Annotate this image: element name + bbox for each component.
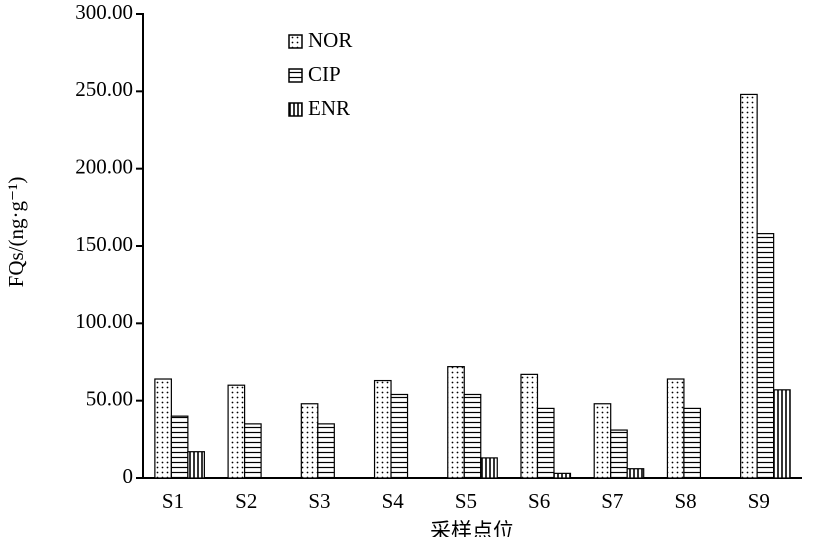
y-axis-label: FQs/(ng·g⁻¹) [4, 177, 28, 288]
bar [626, 468, 645, 479]
bar [373, 379, 392, 479]
bar [243, 423, 262, 479]
legend-swatch [288, 102, 303, 117]
y-tick-label: 100.00 [75, 309, 133, 333]
bar [593, 403, 612, 479]
x-tick-label: S8 [674, 489, 696, 513]
y-tick-label: 300.00 [75, 0, 133, 24]
y-tick-label: 250.00 [75, 77, 133, 101]
bar [536, 407, 555, 479]
y-tick-label: 200.00 [75, 154, 133, 178]
legend-label: NOR [308, 28, 352, 52]
bar [390, 393, 409, 479]
legend-swatch [288, 68, 303, 83]
legend-swatch [288, 34, 303, 49]
x-tick-label: S1 [162, 489, 184, 513]
bar [447, 366, 465, 479]
bar [553, 472, 572, 479]
y-tick-label: 50.00 [86, 386, 133, 410]
x-tick-label: S5 [455, 489, 477, 513]
y-tick-label: 150.00 [75, 232, 133, 256]
bar [740, 93, 758, 479]
bar [520, 373, 539, 479]
x-tick-label: S6 [528, 489, 550, 513]
bar [666, 378, 685, 479]
bar [463, 393, 482, 479]
legend-label: ENR [308, 96, 350, 120]
legend-label: CIP [308, 62, 341, 86]
bar [300, 403, 319, 479]
bar [683, 407, 702, 479]
bar [773, 389, 791, 479]
bar [187, 451, 205, 479]
bar [610, 429, 628, 479]
y-tick-label: 0 [123, 464, 134, 488]
x-tick-label: S4 [382, 489, 405, 513]
bar [154, 378, 172, 479]
bar [756, 233, 775, 479]
x-tick-label: S2 [235, 489, 257, 513]
x-tick-label: S7 [601, 489, 623, 513]
x-tick-label: S3 [308, 489, 330, 513]
bar [170, 415, 189, 479]
bar [317, 423, 335, 479]
x-axis-label: 采样点位 [430, 519, 514, 537]
bar [480, 457, 498, 479]
x-tick-label: S9 [748, 489, 770, 513]
bar [227, 384, 246, 479]
